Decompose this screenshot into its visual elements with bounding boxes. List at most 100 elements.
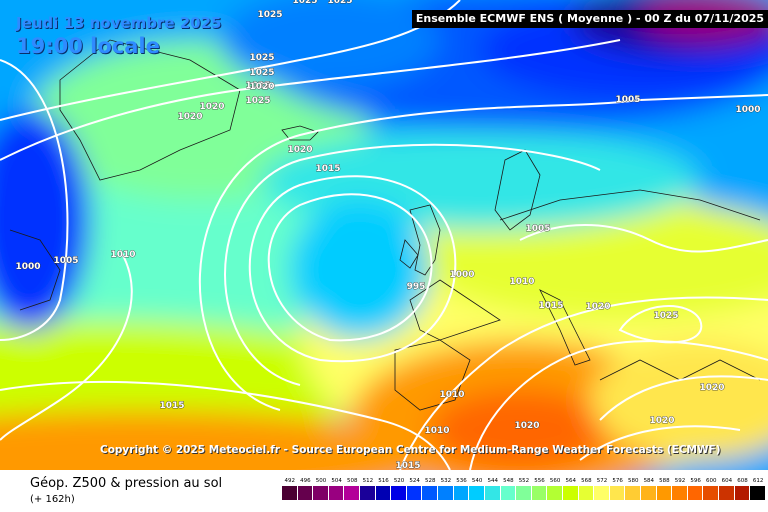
legend-value: 508 [346,478,358,484]
legend-value: 556 [534,478,545,484]
legend-swatch [547,486,563,500]
isobar-label: 1025 [257,10,282,20]
isobar-label: 1010 [509,277,534,287]
isobar-label: 1020 [585,302,610,312]
isobars [0,0,768,470]
legend-swatch [282,486,298,500]
legend-swatch [328,486,345,500]
legend-value: 496 [300,478,311,484]
legend-swatch [578,486,595,500]
isobar-label: 1020 [699,383,724,393]
isobar-label: 1025 [245,96,270,106]
isobar-label: 1000 [735,105,760,115]
legend-swatch [344,486,361,500]
legend-swatch [453,486,470,500]
legend-swatch [672,486,688,500]
product-title: Géop. Z500 & pression au sol [30,476,223,491]
legend-swatch [625,486,642,500]
legend-value: 572 [596,478,608,484]
legend-swatch [594,486,610,500]
isobar-label: 1010 [439,390,464,400]
isobar-label: 1015 [395,461,420,470]
legend-value: 552 [518,478,530,484]
isobar-label: 1000 [15,262,40,272]
legend-value: 592 [674,478,686,484]
isobar-label: 1020 [649,416,674,426]
legend-value: 568 [581,478,592,484]
legend-value: 604 [721,478,733,484]
legend-value: 492 [284,478,296,484]
legend-swatch [438,486,454,500]
legend-swatch [313,486,329,500]
legend-swatch [469,486,485,500]
model-run-banner: Ensemble ECMWF ENS ( Moyenne ) - 00 Z du… [412,10,768,28]
legend-swatch [375,486,392,500]
color-scale-legend: 492 496 500 504 508 512 516 520 524 528 532 536 540 5… [282,478,766,500]
legend-value: 596 [690,478,701,484]
legend-value: 540 [471,478,483,484]
legend-swatch [703,486,720,500]
isobar-label: 1025 [292,0,317,6]
forecast-local-time: 19:00 locale [16,34,160,58]
legend-swatch [750,486,766,500]
lead-time: (+ 162h) [30,494,75,505]
legend-swatch [641,486,657,500]
forecast-date: Jeudi 13 novembre 2025 [16,14,222,32]
isobar-label: 1020 [177,112,202,122]
legend-swatch [422,486,439,500]
legend-swatch [687,486,704,500]
isobar-label: 1000 [449,270,474,280]
legend-swatch [484,486,501,500]
legend-value: 544 [487,478,498,484]
legend-value: 584 [643,478,655,484]
legend-value: 516 [378,478,389,484]
legend-swatch [360,486,376,500]
legend-labels: 492 496 500 504 508 512 516 520 524 528 532 536 540 5… [282,478,766,484]
isobar-label: 1005 [53,256,78,266]
legend-value: 504 [331,478,342,484]
isobar-label: 1015 [159,401,184,411]
legend-swatch [562,486,579,500]
legend-swatch [391,486,407,500]
legend-value: 520 [393,478,405,484]
legend-value: 612 [752,478,764,484]
legend-value: 512 [362,478,374,484]
isobar-label: 1005 [615,95,640,105]
legend-value: 588 [659,478,670,484]
geopotential-field [0,0,768,470]
legend-value: 576 [612,478,623,484]
legend-swatch [719,486,735,500]
legend-value: 564 [565,478,577,484]
isobar-label: 995 [407,282,426,292]
isobar-label: 1015 [538,301,563,311]
legend-swatch [406,486,423,500]
legend-value: 524 [409,478,420,484]
legend-swatches [282,486,766,500]
isobar-label: 1020 [514,421,539,431]
isobar-label: 1025 [653,311,678,321]
legend-swatch [516,486,532,500]
isobar-label: 1010 [110,250,135,260]
legend-swatch [500,486,517,500]
legend-value: 500 [315,478,327,484]
legend-swatch [734,486,751,500]
isobar-label: 1025 [249,68,274,78]
isobar-label: 1020 [199,102,224,112]
copyright-notice: Copyright © 2025 Meteociel.fr - Source E… [100,444,721,456]
legend-value: 580 [627,478,639,484]
legend-swatch [656,486,673,500]
isobar-label: 1025 [245,81,270,91]
legend-value: 528 [425,478,436,484]
isobar-label: 1010 [424,426,449,436]
legend-value: 560 [549,478,561,484]
isobar-label: 1015 [315,164,340,174]
legend-swatch [531,486,548,500]
legend-value: 532 [440,478,452,484]
isobar-label: 1020 [287,145,312,155]
footer: Géop. Z500 & pression au sol (+ 162h) 49… [0,470,768,512]
legend-value: 608 [737,478,748,484]
isobar-label: 1025 [249,53,274,63]
isobar-label: 1025 [327,0,352,6]
